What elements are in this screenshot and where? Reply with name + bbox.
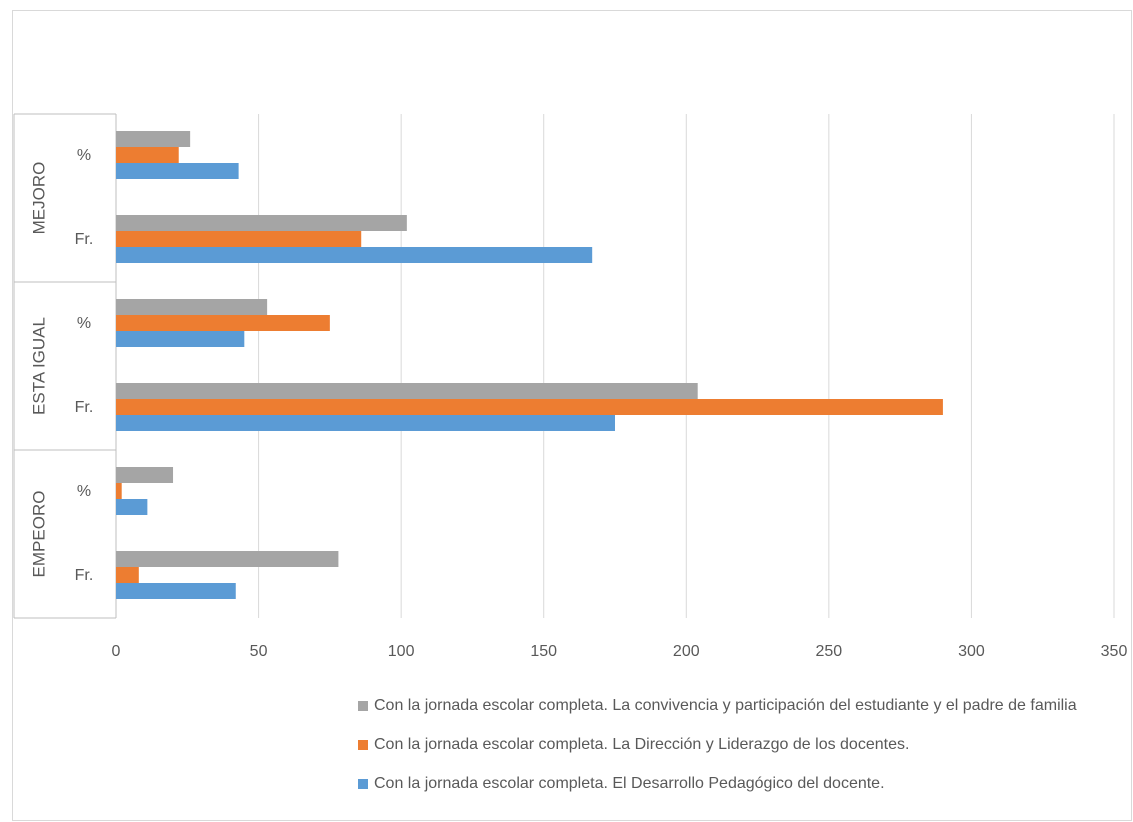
category-label: Fr. [75,231,94,248]
category-label: % [77,483,91,500]
bar [116,231,362,247]
x-tick-label: 300 [958,643,985,660]
bar [116,299,268,315]
bar [116,215,407,231]
bar [116,499,148,515]
group-label: ESTA IGUAL [29,317,48,415]
legend-swatch-orange [358,740,368,750]
legend-item-direccion: Con la jornada escolar completa. La Dire… [358,736,909,754]
legend-label: Con la jornada escolar completa. La Dire… [374,736,910,753]
bar [116,415,615,431]
bar [116,147,179,163]
group-label: EMPEORO [29,491,48,578]
bar [116,567,139,583]
bar [116,331,245,347]
x-tick-label: 0 [112,643,121,660]
legend-label: Con la jornada escolar completa. La conv… [374,697,1077,714]
bar [116,399,943,415]
x-tick-label: 200 [673,643,700,660]
category-label: Fr. [75,567,94,584]
bar [116,315,330,331]
x-tick-label: 50 [250,643,268,660]
legend-item-desarrollo: Con la jornada escolar completa. El Desa… [358,775,885,793]
bar [116,383,698,399]
bar [116,247,593,263]
category-label: % [77,147,91,164]
x-tick-label: 100 [388,643,415,660]
bar [116,551,339,567]
legend-swatch-blue [358,779,368,789]
legend-label: Con la jornada escolar completa. El Desa… [374,775,885,792]
category-label: Fr. [75,399,94,416]
group-label: MEJORO [29,162,48,235]
x-tick-label: 150 [530,643,557,660]
bar [116,131,191,147]
legend-swatch-gray [358,701,368,711]
x-tick-label: 350 [1101,643,1128,660]
bar [116,583,236,599]
bar [116,467,174,483]
bar [116,163,239,179]
legend-item-convivencia: Con la jornada escolar completa. La conv… [358,697,1077,715]
x-tick-label: 250 [816,643,843,660]
bar [116,483,122,499]
category-label: % [77,315,91,332]
